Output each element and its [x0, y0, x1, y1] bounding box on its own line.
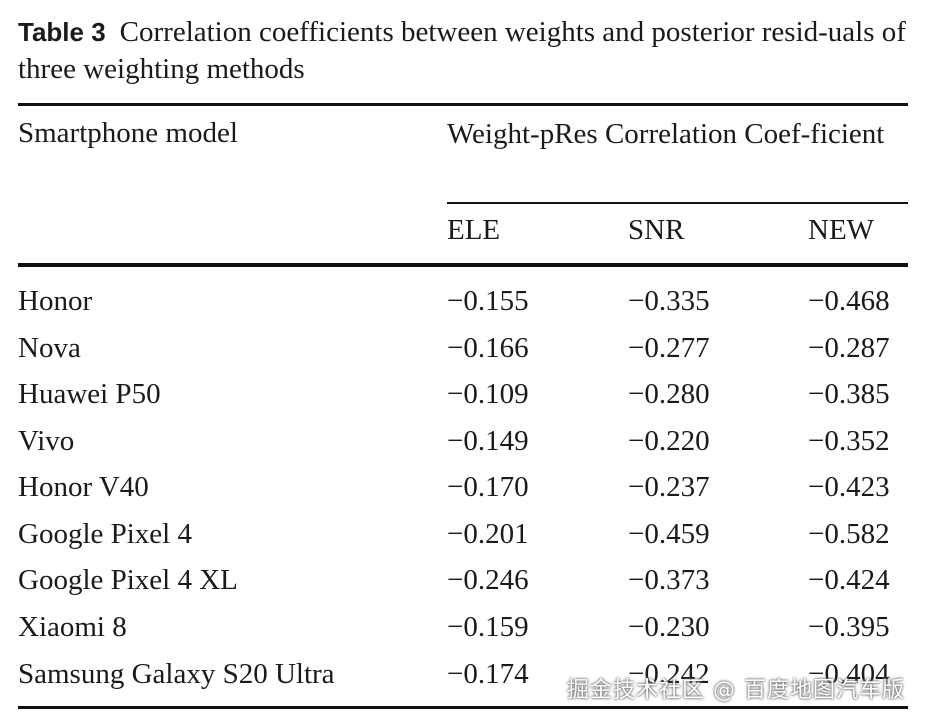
- header-smartphone-model: Smartphone model: [18, 117, 238, 149]
- cell-model: Xiaomi 8: [18, 611, 127, 643]
- cell-snr: −0.242: [628, 658, 710, 690]
- cell-new: −0.423: [808, 471, 890, 503]
- table-row: Google Pixel 4 XL −0.246 −0.373 −0.424: [0, 562, 925, 608]
- cell-new: −0.385: [808, 378, 890, 410]
- table-row: Samsung Galaxy S20 Ultra −0.174 −0.242 −…: [0, 656, 925, 702]
- cell-new: −0.424: [808, 564, 890, 596]
- cell-model: Huawei P50: [18, 378, 161, 410]
- cell-snr: −0.237: [628, 471, 710, 503]
- cell-ele: −0.159: [447, 611, 529, 643]
- cell-new: −0.468: [808, 285, 890, 317]
- cell-model: Honor V40: [18, 471, 149, 503]
- header-rule: [18, 263, 908, 267]
- cell-model: Google Pixel 4: [18, 518, 192, 550]
- cell-ele: −0.109: [447, 378, 529, 410]
- header-ele: ELE: [447, 214, 501, 246]
- table-row: Xiaomi 8 −0.159 −0.230 −0.395: [0, 609, 925, 655]
- cell-ele: −0.166: [447, 332, 529, 364]
- cell-new: −0.582: [808, 518, 890, 550]
- cell-snr: −0.459: [628, 518, 710, 550]
- cell-snr: −0.277: [628, 332, 710, 364]
- header-new: NEW: [808, 214, 875, 246]
- header-correlation-group: Weight-pRes Correlation Coef-ficient: [447, 118, 885, 150]
- header-snr: SNR: [628, 214, 685, 246]
- cell-model: Honor: [18, 285, 93, 317]
- group-rule: [447, 202, 908, 204]
- table-row: Nova −0.166 −0.277 −0.287: [0, 330, 925, 376]
- cell-ele: −0.174: [447, 658, 529, 690]
- table-row: Google Pixel 4 −0.201 −0.459 −0.582: [0, 516, 925, 562]
- table-row: Vivo −0.149 −0.220 −0.352: [0, 423, 925, 469]
- cell-model: Google Pixel 4 XL: [18, 564, 238, 596]
- table-row: Huawei P50 −0.109 −0.280 −0.385: [0, 376, 925, 422]
- table-row: Honor V40 −0.170 −0.237 −0.423: [0, 469, 925, 515]
- cell-new: −0.287: [808, 332, 890, 364]
- cell-new: −0.404: [808, 658, 890, 690]
- cell-new: −0.352: [808, 425, 890, 457]
- cell-ele: −0.201: [447, 518, 529, 550]
- cell-snr: −0.373: [628, 564, 710, 596]
- table-row: Honor −0.155 −0.335 −0.468: [0, 283, 925, 329]
- cell-ele: −0.155: [447, 285, 529, 317]
- cell-ele: −0.149: [447, 425, 529, 457]
- caption-text: Correlation coefficients between weights…: [18, 16, 906, 85]
- cell-model: Vivo: [18, 425, 75, 457]
- bottom-rule: [18, 706, 908, 709]
- table-label: Table 3: [18, 17, 106, 47]
- watermark-text: 掘金技术社区 @ 百度地图汽车版: [567, 678, 905, 703]
- cell-model: Samsung Galaxy S20 Ultra: [18, 658, 335, 690]
- cell-ele: −0.170: [447, 471, 529, 503]
- top-rule: [18, 103, 908, 106]
- cell-new: −0.395: [808, 611, 890, 643]
- cell-snr: −0.280: [628, 378, 710, 410]
- cell-snr: −0.335: [628, 285, 710, 317]
- cell-snr: −0.220: [628, 425, 710, 457]
- cell-ele: −0.246: [447, 564, 529, 596]
- cell-model: Nova: [18, 332, 81, 364]
- table-caption: Table 3 Correlation coefficients between …: [18, 14, 908, 88]
- cell-snr: −0.230: [628, 611, 710, 643]
